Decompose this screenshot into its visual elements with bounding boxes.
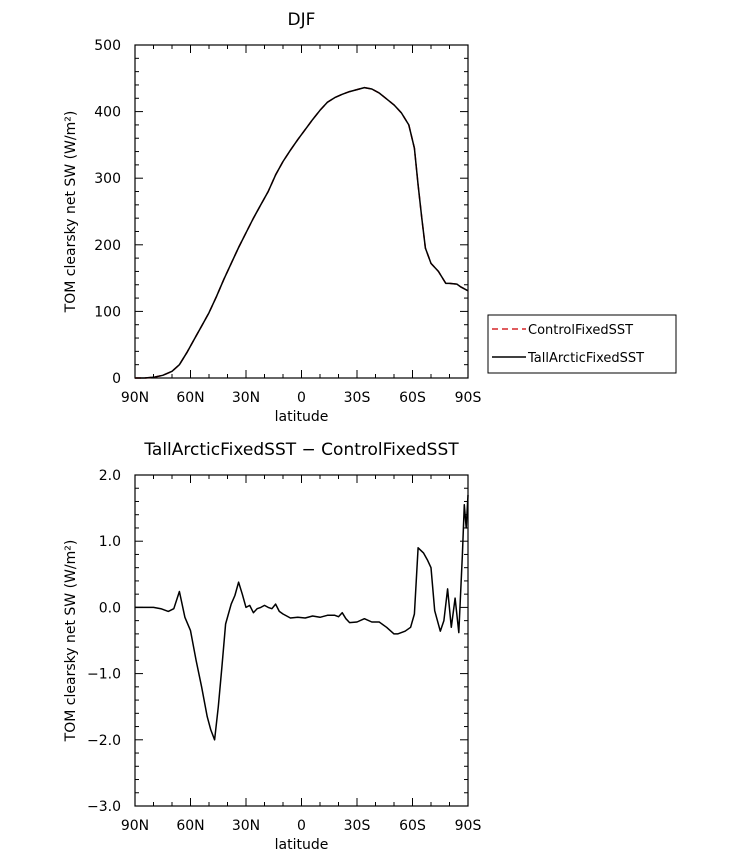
x-tick-label: 90N [121,390,149,406]
x-tick-label: 0 [297,818,306,834]
legend-label: ControlFixedSST [528,323,633,338]
chart-title: DJF [288,10,316,30]
x-tick-label: 30S [344,390,371,406]
x-tick-label: 60S [399,818,426,834]
y-tick-label: 0 [112,371,121,387]
legend-box [487,314,677,374]
y-tick-label: 500 [94,38,121,54]
chart-panel-1 [134,44,677,379]
x-tick-label: 90S [455,818,482,834]
y-tick-label: 100 [94,304,121,320]
chart-title: TallArcticFixedSST − ControlFixedSST [143,440,459,460]
x-tick-label: 60S [399,390,426,406]
x-tick-label: 60N [176,818,204,834]
y-tick-label: 400 [94,105,121,121]
y-axis-label: TOM clearsky net SW (W/m²) [63,540,79,743]
x-axis-label: latitude [275,837,329,853]
y-tick-label: 200 [94,238,121,254]
x-tick-label: 30N [232,390,260,406]
x-tick-label: 90S [455,390,482,406]
x-tick-label: 0 [297,390,306,406]
series-line-difference [135,494,469,741]
x-tick-label: 60N [176,390,204,406]
plot-frame [134,44,469,379]
y-tick-label: 1.0 [99,534,121,550]
x-axis-label: latitude [275,409,329,425]
y-tick-label: −2.0 [87,733,121,749]
x-tick-label: 90N [121,818,149,834]
y-axis-label: TOM clearsky net SW (W/m²) [63,111,79,314]
series-line-TallArcticFixedSST [135,86,469,379]
plot-frame [134,474,469,807]
legend-label: TallArcticFixedSST [527,351,644,366]
series-line-ControlFixedSST [135,86,469,379]
y-tick-label: −3.0 [87,799,121,815]
chart-panel-2 [134,474,469,807]
y-tick-label: 2.0 [99,468,121,484]
y-tick-label: 0.0 [99,600,121,616]
y-tick-label: −1.0 [87,667,121,683]
x-tick-label: 30N [232,818,260,834]
x-tick-label: 30S [344,818,371,834]
y-tick-label: 300 [94,171,121,187]
